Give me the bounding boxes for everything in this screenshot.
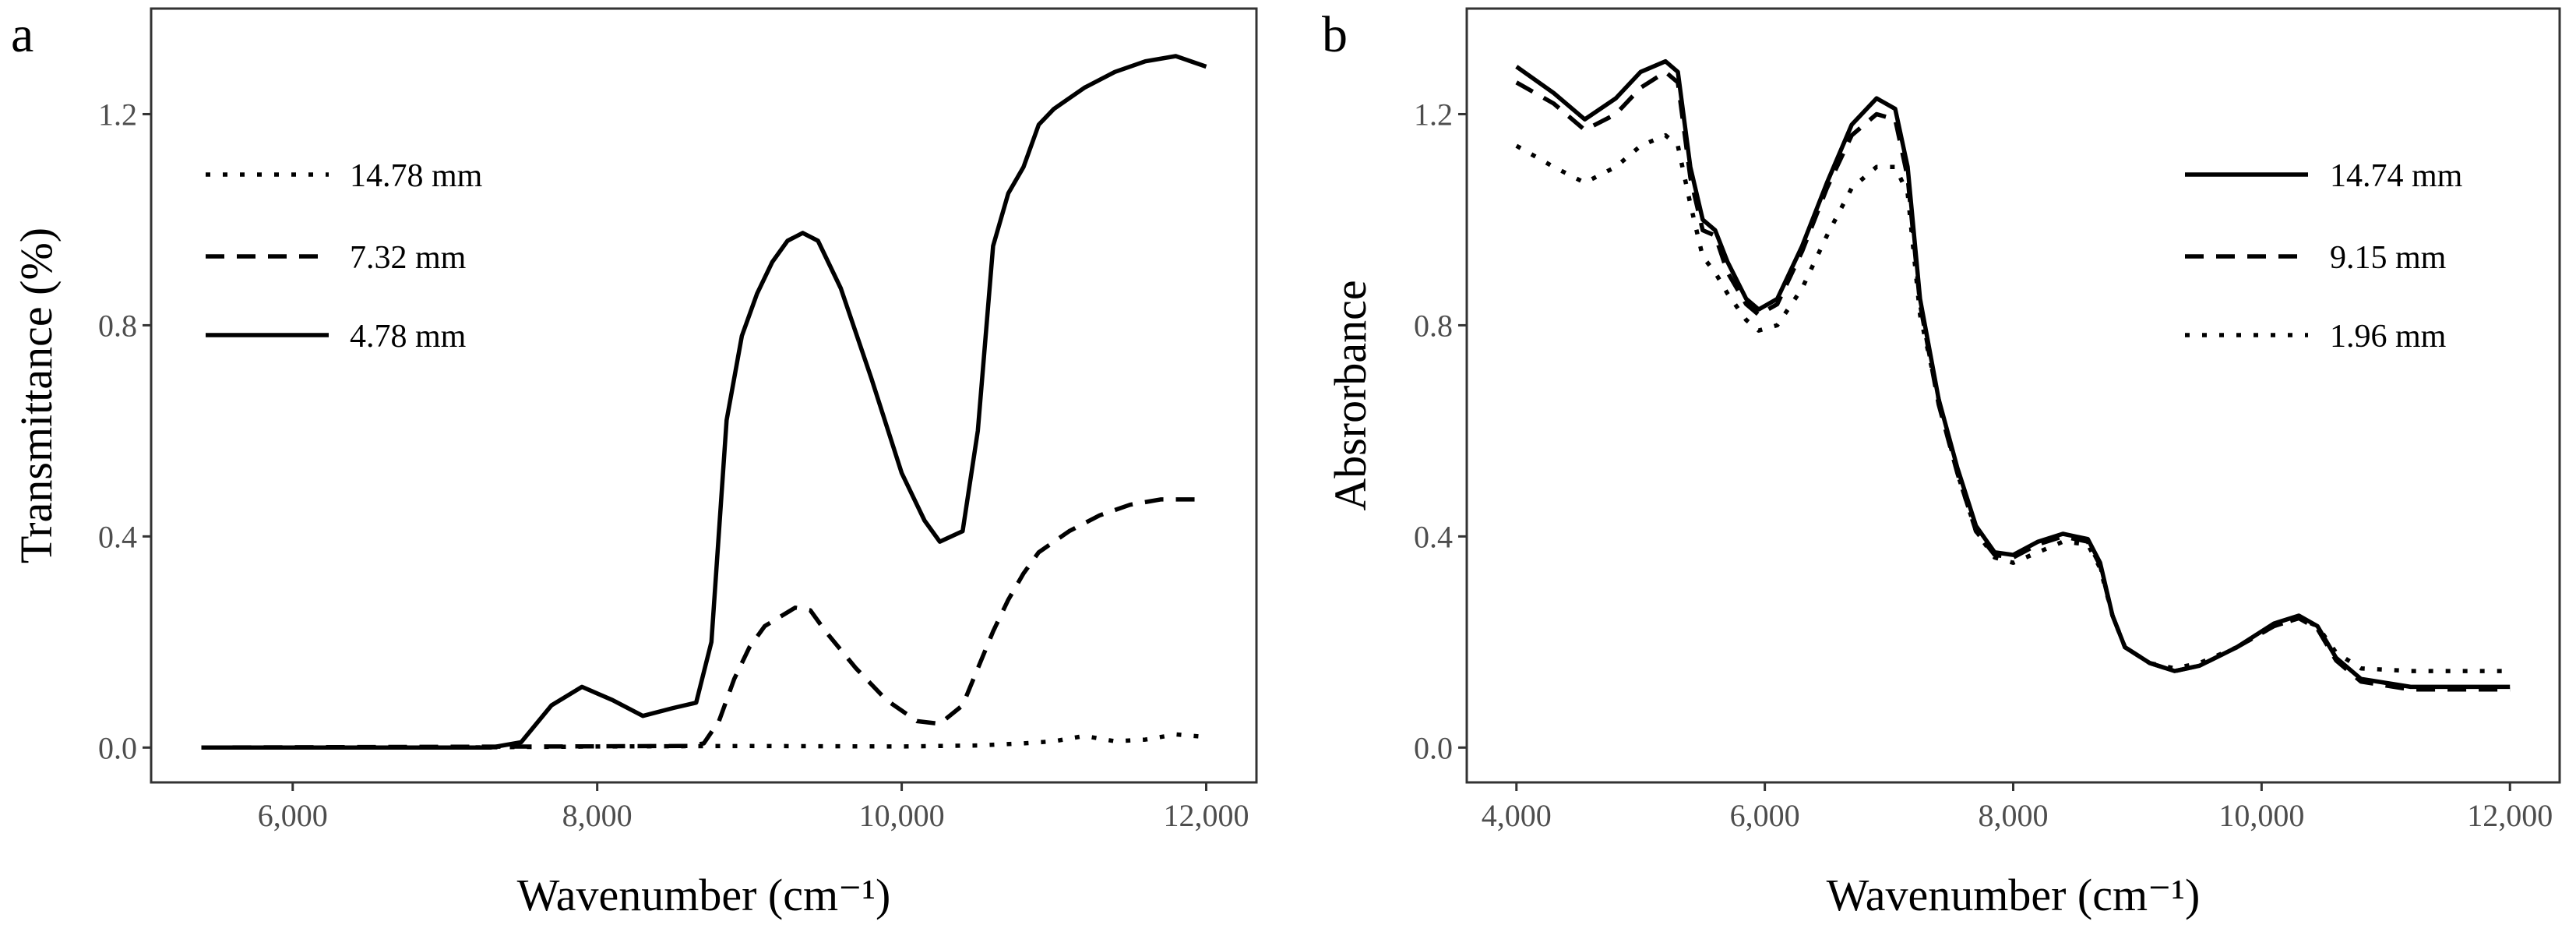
x-tick-label: 10,000 [2218,798,2304,833]
x-tick-label: 6,000 [258,798,328,833]
x-tick-label: 12,000 [1164,798,1249,833]
y-tick-label: 0.0 [1414,730,1453,765]
series-line-14-74-mm [1515,58,2511,690]
panel-b-absorbance: 4,000 6,000 8,000 10,000 12,000 0.0 0.4 0.8 1.2 W… [1322,6,2561,920]
legend-label: 7.32 mm [350,240,467,276]
panel-label: a [11,6,33,63]
panel-label: b [1322,6,1348,63]
y-tick-label: 0.4 [1414,519,1453,554]
legend-label: 14.78 mm [350,158,483,194]
x-axis-title: Wavenumber (cm⁻¹) [517,870,891,920]
series-line-14-78-mm [201,732,1207,750]
x-tick-label: 10,000 [859,798,945,833]
legend-label: 9.15 mm [2330,240,2447,276]
panel-a-transmittance: 6,000 8,000 10,000 12,000 0.0 0.4 0.8 1.2 Wavenu… [11,6,1258,920]
x-tick-label: 4,000 [1482,798,1552,833]
y-tick-label: 0.4 [98,519,137,554]
y-tick-label: 1.2 [1414,97,1453,132]
x-tick-label: 8,000 [1979,798,2049,833]
legend-label: 4.78 mm [350,319,467,355]
series-line-7-32-mm [201,497,1207,750]
y-tick-label: 0.8 [98,308,137,343]
plot-frame [150,7,1258,784]
legend-label: 14.74 mm [2330,158,2463,194]
plot-frame [1465,7,2561,784]
x-tick-label: 6,000 [1730,798,1800,833]
x-tick-label: 12,000 [2467,798,2553,833]
y-axis-title: Transmittance (%) [11,228,62,563]
legend: 14.74 mm 9.15 mm 1.96 mm [2185,158,2463,355]
legend: 14.78 mm 7.32 mm 4.78 mm [206,158,483,355]
y-tick-label: 0.8 [1414,308,1453,343]
series-line-1-96-mm [1515,132,2511,673]
x-axis-title: Wavenumber (cm⁻¹) [1827,870,2201,920]
y-axis-title: Absrorbance [1325,280,1376,510]
y-tick-label: 0.0 [98,730,137,765]
x-tick-label: 8,000 [562,798,633,833]
legend-label: 1.96 mm [2330,319,2447,355]
y-tick-label: 1.2 [98,97,137,132]
series-line-4-78-mm [201,54,1207,750]
